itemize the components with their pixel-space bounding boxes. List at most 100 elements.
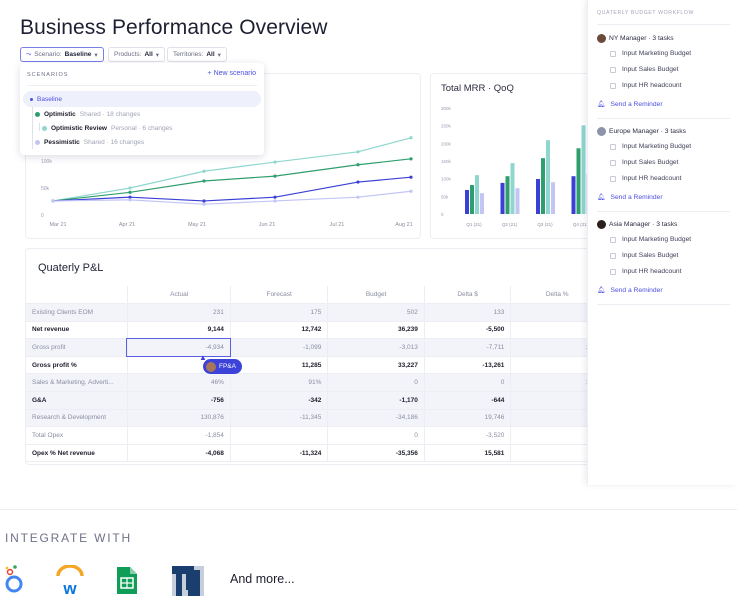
table-cell[interactable]: -342: [230, 391, 329, 410]
table-cell[interactable]: 0: [327, 426, 425, 445]
table-cell[interactable]: -7,711: [424, 338, 512, 357]
table-cell[interactable]: -5,500: [424, 321, 512, 340]
scenario-optimistic-review[interactable]: Optimistic Review Personal · 6 changes: [42, 125, 172, 132]
table-cell[interactable]: 9,144: [127, 321, 231, 340]
active-cell-editor[interactable]: [126, 338, 231, 357]
row-label: Gross profit: [26, 338, 129, 357]
table-cell[interactable]: 502: [327, 303, 425, 322]
dot-icon: [35, 140, 40, 145]
google-sheets-logo: [117, 567, 137, 594]
scenario-pessimistic[interactable]: Pessimistic Shared · 16 changes: [35, 139, 144, 146]
checkbox[interactable]: [610, 66, 616, 73]
checkbox[interactable]: [610, 236, 616, 243]
table-cell[interactable]: [230, 426, 329, 445]
table-cell[interactable]: -1,099: [230, 338, 329, 357]
table-cell[interactable]: 91%: [230, 373, 329, 393]
table-cell[interactable]: 12,742: [230, 321, 329, 340]
table-cell[interactable]: 133: [424, 303, 512, 322]
series-line: [52, 137, 412, 202]
table-cell[interactable]: -1,170: [327, 391, 425, 410]
checkbox[interactable]: [610, 175, 616, 182]
table-cell[interactable]: 26: [510, 303, 604, 322]
task-item[interactable]: Input Marketing Budget: [610, 50, 691, 57]
table-cell[interactable]: 36,239: [327, 321, 425, 340]
budget-workflow-panel: QUATERLY BUDGET WORKFLOW NY Manager · 3 …: [587, 0, 737, 485]
table-cell[interactable]: -3,520: [424, 426, 512, 445]
workday-logo: w: [56, 565, 84, 595]
table-cell[interactable]: 175: [230, 303, 329, 322]
products-filter[interactable]: Products: All ▾: [108, 47, 166, 62]
y-tick-label: 300k: [441, 106, 452, 111]
territories-filter[interactable]: Territories: All ▾: [167, 47, 227, 62]
table-cell[interactable]: 130,876: [127, 409, 231, 428]
y-tick-label: 150k: [441, 159, 452, 164]
divider: [597, 304, 730, 305]
table-cell[interactable]: 0: [424, 373, 512, 393]
table-cell[interactable]: -644: [424, 391, 512, 410]
task-item[interactable]: Input Sales Budget: [610, 66, 679, 73]
task-item[interactable]: Input HR headcount: [610, 268, 682, 275]
table-cell[interactable]: 15,581: [424, 444, 512, 463]
table-cell[interactable]: -756: [127, 391, 231, 410]
data-point: [273, 199, 277, 203]
scenario-optimistic[interactable]: Optimistic Shared · 18 changes: [35, 111, 140, 118]
table-cell[interactable]: -34,186: [327, 409, 425, 428]
dot-icon: [35, 112, 40, 117]
scenario-filter[interactable]: ⤳ Scenario: Baseline ▾: [20, 47, 104, 62]
and-more-link[interactable]: And more...: [230, 572, 295, 586]
table-cell[interactable]: 261: [510, 373, 604, 393]
table-cell[interactable]: -13,261: [424, 356, 512, 375]
x-tick-label: May 21: [188, 222, 206, 228]
checkbox[interactable]: [610, 50, 616, 57]
table-cell[interactable]: 46%: [127, 373, 231, 393]
table-cell[interactable]: 0: [327, 373, 425, 393]
new-scenario-button[interactable]: + New scenario: [207, 70, 256, 77]
send-reminder-link[interactable]: 🔔︎ Send a Reminder: [597, 286, 663, 295]
y-tick-label: 50k: [41, 186, 50, 192]
checkbox[interactable]: [610, 268, 616, 275]
bell-icon: 🔔︎: [597, 194, 606, 201]
y-tick-label: 0: [441, 212, 444, 217]
task-item[interactable]: Input Sales Budget: [610, 159, 679, 166]
task-item[interactable]: Input HR headcount: [610, 82, 682, 89]
avatar: [597, 127, 606, 136]
data-point: [202, 199, 206, 203]
task-item[interactable]: Input Marketing Budget: [610, 143, 691, 150]
table-cell[interactable]: 11,285: [230, 356, 329, 375]
task-item[interactable]: Input Marketing Budget: [610, 236, 691, 243]
checkbox[interactable]: [610, 143, 616, 150]
table-cell[interactable]: -4,068: [127, 444, 231, 463]
table-cell[interactable]: -35,356: [327, 444, 425, 463]
table-cell[interactable]: -1,854: [127, 426, 231, 445]
send-reminder-link[interactable]: 🔔︎ Send a Reminder: [597, 193, 663, 202]
table-cell[interactable]: 33,227: [327, 356, 425, 375]
table-cell[interactable]: -11,345: [230, 409, 329, 428]
dot-icon: [30, 97, 33, 101]
x-tick-label: Q4 (21): [573, 222, 589, 227]
bar: [541, 158, 545, 214]
table-cell[interactable]: 231: [127, 303, 231, 322]
row-label: G&A: [26, 391, 129, 410]
looker-logo: [5, 565, 23, 593]
checkbox[interactable]: [610, 82, 616, 89]
task-item[interactable]: Input Sales Budget: [610, 252, 679, 259]
bar: [505, 176, 510, 214]
task-item[interactable]: Input HR headcount: [610, 175, 682, 182]
manager-header: Europe Manager · 3 tasks: [597, 127, 686, 136]
scenario-baseline[interactable]: Baseline: [23, 91, 261, 107]
data-point: [202, 202, 206, 206]
bar: [515, 188, 520, 214]
table-cell[interactable]: 55: [510, 391, 604, 410]
mrr-bar-chart: Total MRR · QoQ 0 50k 100k 150k 200k 250k 300k…: [430, 73, 595, 239]
checkbox[interactable]: [610, 252, 616, 259]
checkbox[interactable]: [610, 159, 616, 166]
table-cell[interactable]: -3,013: [327, 338, 425, 357]
send-reminder-link[interactable]: 🔔︎ Send a Reminder: [597, 100, 663, 109]
x-tick-label: Mar 21: [49, 222, 66, 228]
x-tick-label: Jul 21: [330, 222, 345, 228]
table-cell[interactable]: 19,746: [424, 409, 512, 428]
divider: [597, 24, 730, 25]
table-cell[interactable]: -4,934: [127, 338, 231, 357]
table-cell[interactable]: -11,324: [230, 444, 329, 463]
